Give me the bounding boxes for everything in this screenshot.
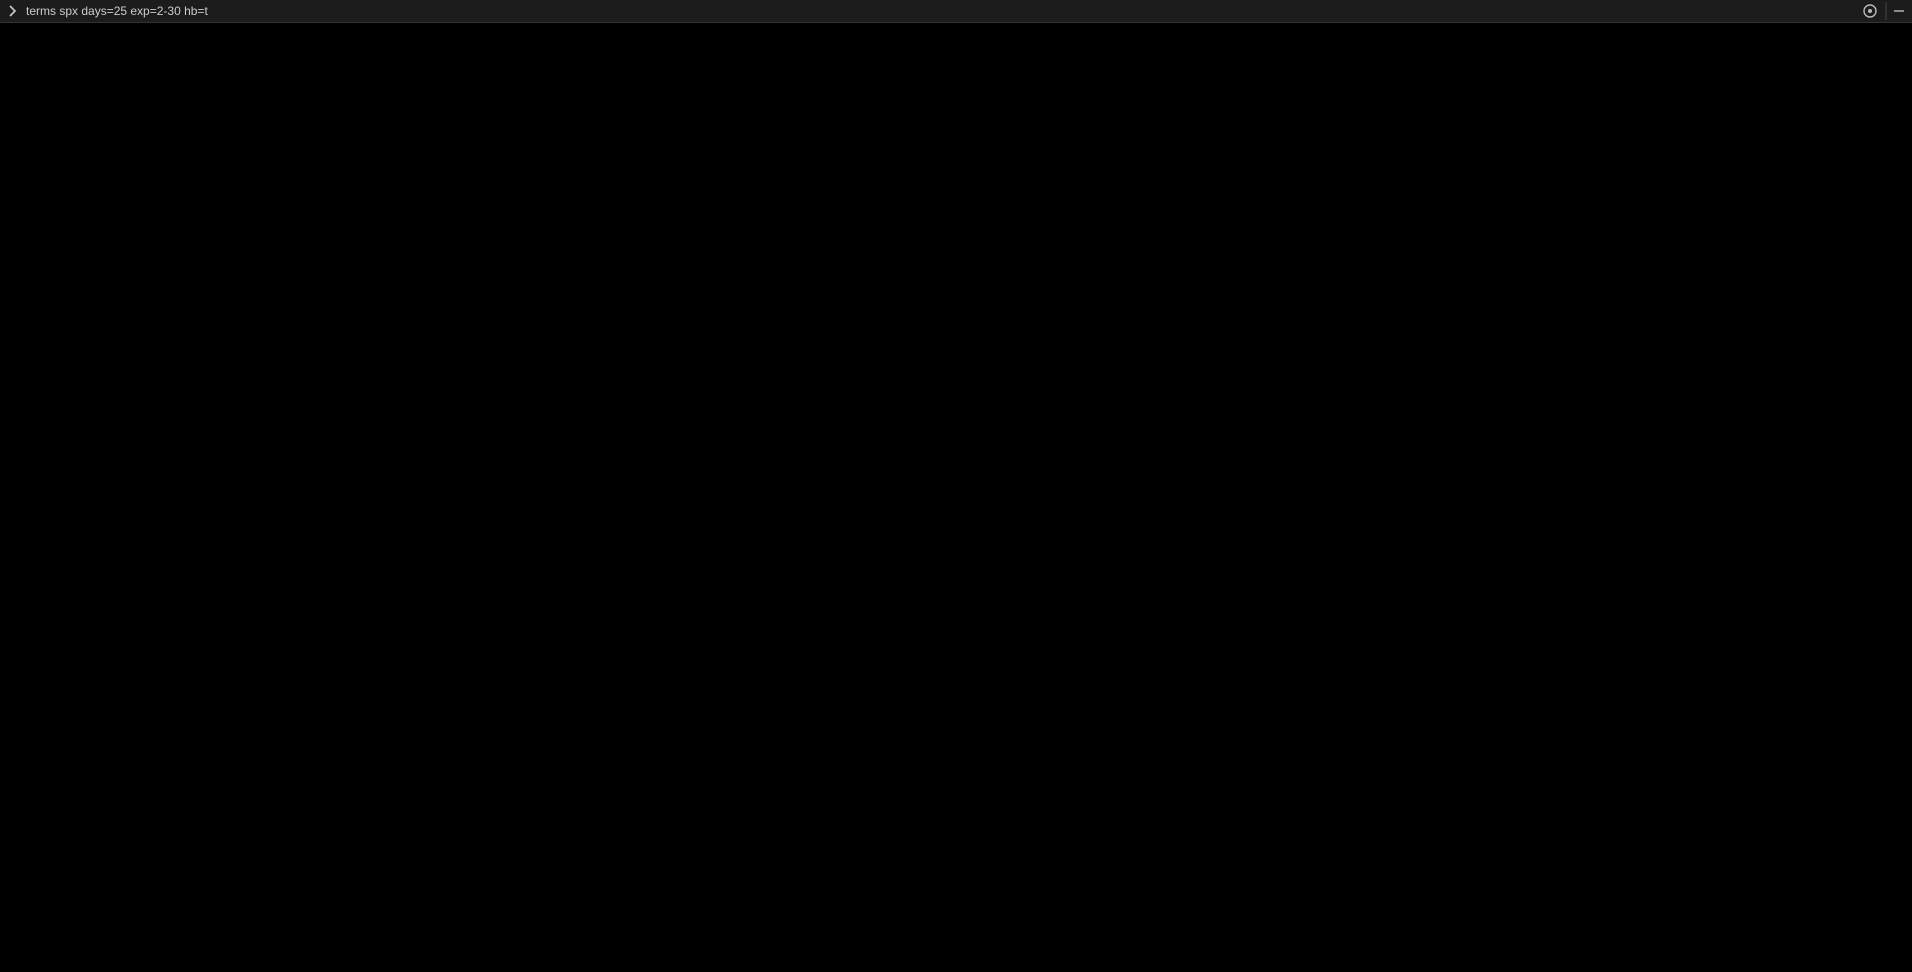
command-bar: terms spx days=25 exp=2-30 hb=t — [0, 0, 1912, 23]
command-text: terms spx days=25 exp=2-30 hb=t — [26, 4, 208, 18]
chart — [0, 22, 1912, 972]
prompt-icon — [9, 5, 17, 17]
window-controls[interactable] — [1852, 0, 1912, 22]
